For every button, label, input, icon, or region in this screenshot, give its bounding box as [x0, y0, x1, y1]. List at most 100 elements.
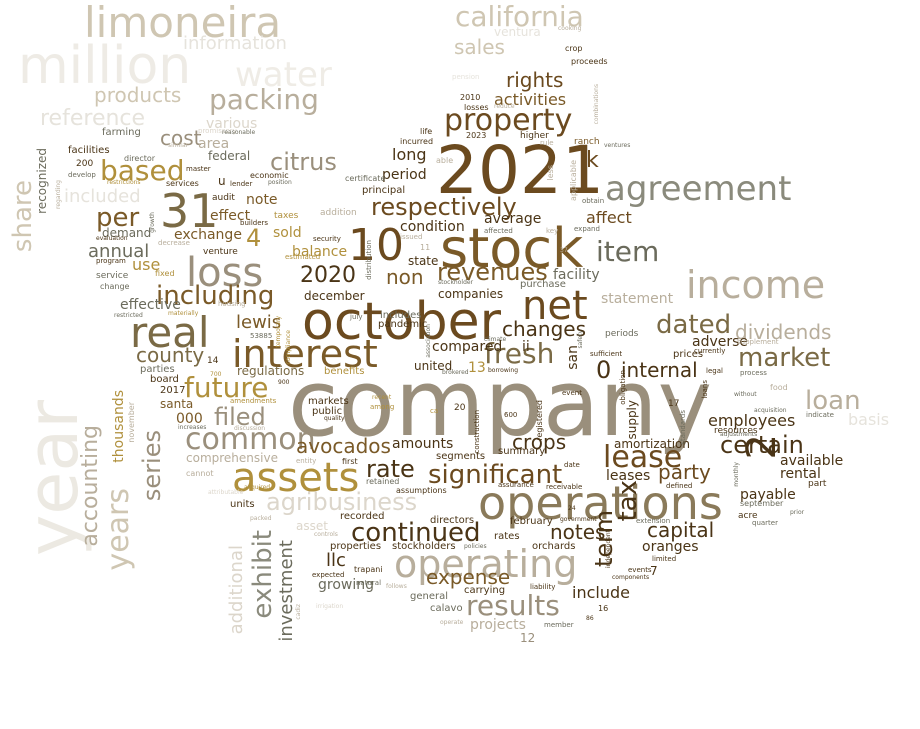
word-part: part	[808, 479, 827, 489]
word-sales: sales	[454, 35, 505, 59]
word-investment: investment	[276, 540, 297, 642]
word-growth: growth	[149, 212, 156, 233]
word-state: state	[408, 254, 439, 268]
word-stockholders: stockholders	[392, 541, 456, 552]
word-key: key	[546, 227, 559, 235]
word-evaluation: evaluation	[96, 235, 128, 242]
word-20: 20	[454, 403, 466, 413]
word-segments: segments	[436, 451, 486, 462]
word-obtain: obtain	[582, 197, 605, 205]
word-crop: crop	[565, 44, 583, 53]
word-avocados: avocados	[296, 434, 391, 458]
word-venture: venture	[203, 247, 238, 257]
word-24: 24	[568, 505, 576, 512]
word-limoneira: limoneira	[84, 0, 282, 47]
word-monthly: monthly	[733, 462, 740, 487]
word-stockholder: stockholder	[438, 279, 474, 286]
word-carrying: carrying	[464, 585, 506, 596]
word-standards: standards	[679, 410, 687, 445]
word-cooking: cooking	[558, 25, 582, 32]
word-components: components	[612, 574, 650, 581]
word-principal: principal	[362, 185, 406, 196]
word-natural: natural	[356, 579, 382, 587]
word-u: u	[218, 174, 226, 188]
word-board: board	[150, 374, 179, 385]
word-entity: entity	[296, 457, 317, 465]
word-follows: follows	[386, 583, 407, 590]
word-incurred: incurred	[400, 137, 434, 146]
word-capital: capital	[647, 518, 715, 542]
word-certificate: certificate	[345, 174, 386, 183]
word-purchase: purchase	[520, 279, 566, 290]
word-including: including	[156, 281, 275, 311]
word-losses: losses	[464, 103, 489, 112]
word-future: future	[184, 371, 269, 404]
word-periods: periods	[605, 329, 639, 339]
word-loan: loan	[805, 386, 861, 416]
word-accounting: accounting	[78, 425, 103, 547]
word-continued: continued	[351, 518, 481, 548]
word-non: non	[386, 265, 424, 289]
word-association: association	[425, 324, 432, 358]
word-condition: condition	[400, 219, 465, 235]
word-exhibit: exhibit	[248, 530, 278, 619]
word-increases: increases	[178, 424, 207, 431]
word-prior: prior	[790, 509, 805, 516]
word-orchards: orchards	[532, 541, 576, 552]
word-citrus: citrus	[270, 148, 337, 176]
word-operate: operate	[440, 619, 464, 626]
word-member: member	[544, 621, 574, 629]
word-employees: employees	[708, 411, 796, 430]
word-dated: dated	[656, 310, 732, 340]
word-asset: asset	[296, 519, 328, 533]
word-directors: directors	[430, 515, 475, 526]
word-agreement: agreement	[605, 169, 792, 209]
word-growing: growing	[318, 577, 374, 593]
word-16: 16	[598, 604, 609, 613]
word-sold: sold	[273, 225, 302, 241]
word-able: able	[436, 156, 454, 165]
word-thousands: thousands	[111, 390, 127, 463]
word-loans: loans	[701, 380, 709, 399]
word-distribution: distribution	[365, 240, 373, 280]
word-registered: registered	[535, 400, 544, 441]
word-000: 000	[176, 411, 203, 427]
word-rights: rights	[506, 68, 564, 92]
word-results: results	[466, 589, 560, 622]
word-rate: rate	[366, 455, 415, 483]
word-acre: acre	[738, 511, 758, 521]
word-53885: 53885	[250, 332, 273, 340]
word-defined: defined	[666, 482, 693, 490]
word-reference: reference	[40, 106, 146, 131]
word-services: services	[166, 179, 199, 188]
word-restricted: restricted	[114, 312, 143, 319]
word-process: process	[740, 369, 767, 377]
word-changes: changes	[502, 317, 587, 341]
word-amounts: amounts	[392, 436, 454, 452]
word-12: 12	[520, 631, 536, 645]
word-higher: higher	[520, 131, 549, 141]
word-2020: 2020	[300, 263, 356, 288]
word-safety: safety	[577, 330, 584, 349]
word-common: common	[185, 422, 316, 457]
word-2023: 2023	[466, 131, 487, 140]
word-borrowing: borrowing	[488, 367, 519, 374]
word-independent: independent	[605, 530, 612, 568]
word-acquisition: acquisition	[754, 407, 787, 414]
word-restrictions: restrictions	[107, 179, 141, 186]
word-2021: 2021	[436, 132, 604, 209]
word-facilities: facilities	[68, 145, 110, 156]
word-significant: significant	[428, 460, 563, 490]
word-assumptions: assumptions	[396, 486, 447, 495]
word-lease: lease	[603, 440, 683, 475]
word-policies: policies	[464, 543, 487, 550]
word-receivable: receivable	[546, 483, 583, 491]
word-lender: lender	[230, 180, 253, 188]
word-controls: controls	[314, 531, 338, 538]
word-california: california	[455, 0, 584, 33]
word-company: company	[288, 350, 713, 457]
word-parties: parties	[140, 364, 175, 375]
word-affect: affect	[586, 208, 632, 227]
word-expense: expense	[426, 565, 511, 589]
word-information: information	[183, 33, 287, 54]
